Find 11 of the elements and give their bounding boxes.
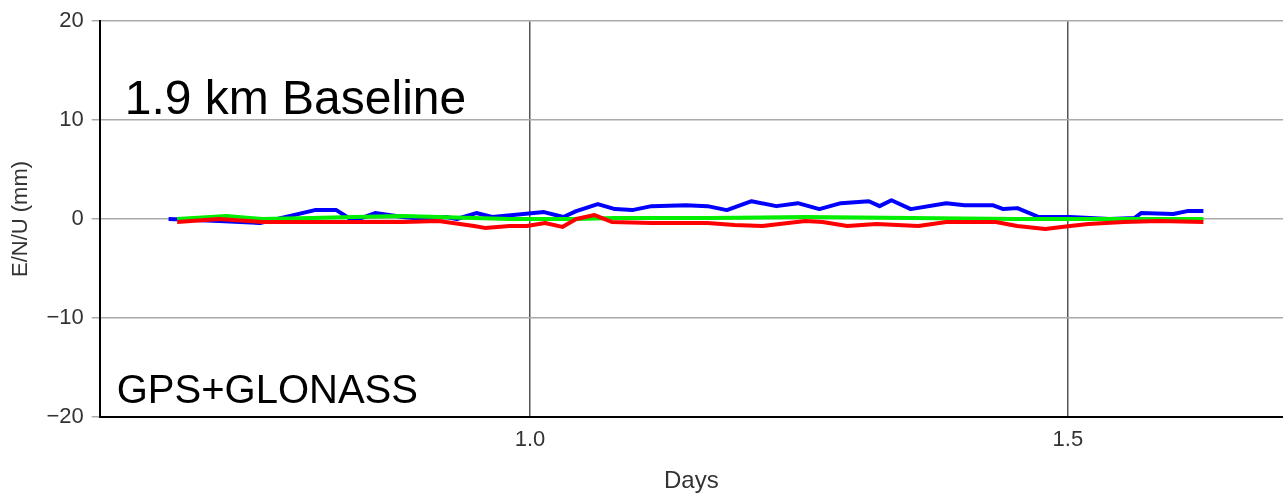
annotation: GPS+GLONASS: [116, 366, 418, 411]
y-tick-label: −10: [46, 303, 84, 329]
x-tick-label: 1.0: [514, 426, 546, 452]
y-axis-title: E/N/U (mm): [7, 160, 33, 278]
y-tick-label: 0: [71, 205, 84, 231]
y-tick-label: −20: [46, 402, 84, 428]
x-tick-label: 1.5: [1052, 426, 1084, 452]
y-tick-label: 20: [59, 7, 84, 33]
x-axis-title: Days: [664, 466, 719, 494]
y-tick-label: 10: [59, 106, 84, 132]
annotation: 1.9 km Baseline: [124, 71, 467, 125]
